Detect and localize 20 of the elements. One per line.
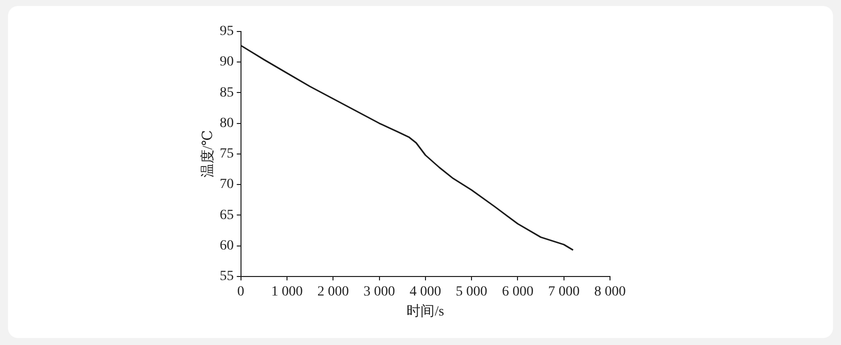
x-tick-label: 3 000	[364, 284, 395, 300]
y-tick-label: 90	[220, 54, 234, 70]
x-tick-label: 6 000	[502, 284, 534, 300]
y-tick-label: 70	[220, 177, 234, 192]
y-tick-label: 80	[220, 116, 234, 131]
x-tick-label: 2 000	[317, 284, 349, 300]
x-tick-label: 4 000	[410, 284, 442, 300]
y-axis-title: 温度/℃	[200, 130, 216, 178]
x-tick-label: 8 000	[594, 284, 626, 300]
y-tick-label: 85	[220, 85, 234, 100]
x-tick-label: 7 000	[548, 284, 580, 300]
y-tick-label: 75	[220, 146, 234, 162]
x-axis-title: 时间/s	[406, 303, 444, 320]
x-tick-label: 0	[237, 284, 244, 300]
x-tick-label: 5 000	[456, 284, 488, 300]
y-tick-label: 65	[220, 208, 234, 223]
x-tick-label: 1 000	[271, 284, 303, 300]
y-tick-label: 95	[220, 24, 234, 40]
y-tick-label: 60	[220, 238, 234, 254]
y-tick-label: 55	[220, 269, 234, 284]
